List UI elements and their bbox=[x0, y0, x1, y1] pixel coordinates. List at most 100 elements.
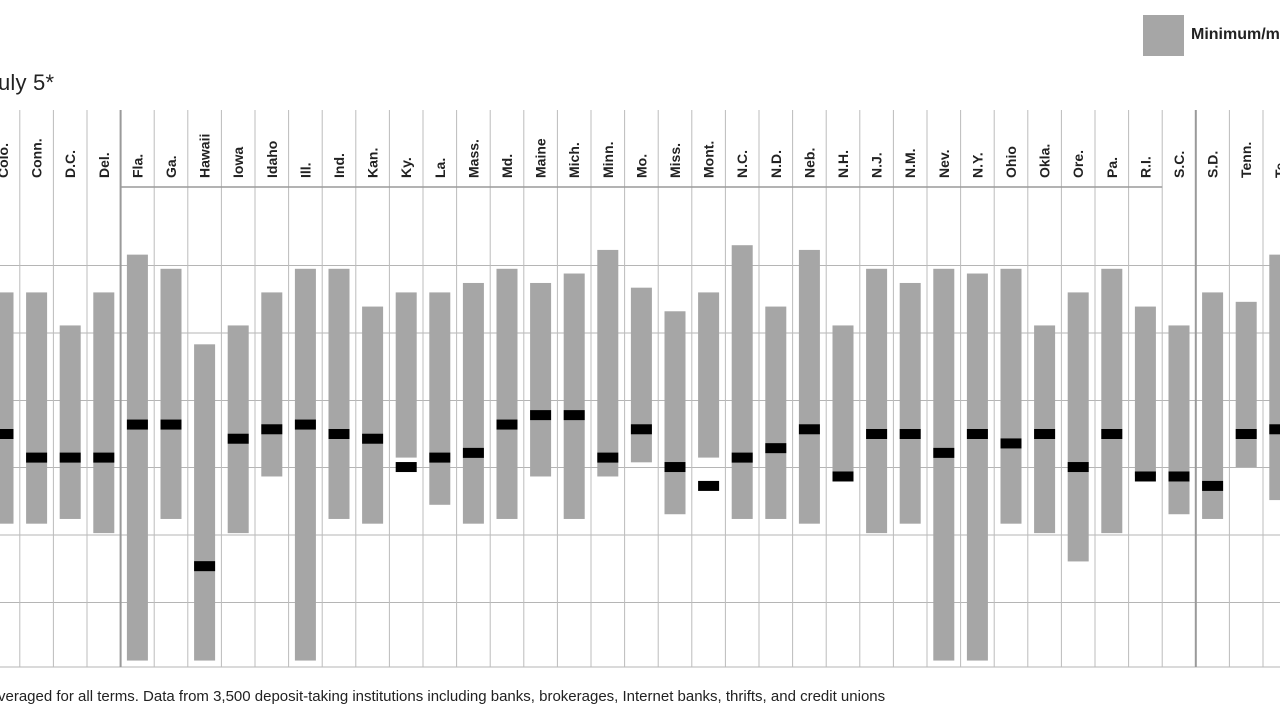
mean-marker-neb bbox=[798, 424, 820, 435]
range-bar-sd bbox=[1202, 292, 1224, 519]
mean-marker-miss bbox=[664, 462, 686, 473]
range-bar-conn bbox=[26, 292, 48, 524]
mean-marker-del bbox=[93, 452, 115, 463]
range-bar-del bbox=[93, 292, 115, 534]
range-bar-ill bbox=[294, 268, 316, 661]
tick-label: Ohio bbox=[1003, 146, 1019, 178]
mean-marker-mich bbox=[563, 410, 585, 421]
mean-marker-md bbox=[496, 419, 518, 430]
tick-label: N.Y. bbox=[969, 152, 985, 178]
tick-label: Kan. bbox=[365, 148, 381, 178]
mean-marker-ohio bbox=[1000, 438, 1022, 449]
tick-label: Ill. bbox=[297, 162, 313, 178]
mean-marker-nh bbox=[832, 471, 854, 482]
chart-subtitle: uly 5* bbox=[0, 70, 55, 95]
tick-label: Iowa bbox=[230, 147, 246, 178]
range-bar-dc bbox=[59, 325, 81, 519]
range-bar-tenn bbox=[1235, 301, 1257, 468]
tick-label: Hawaii bbox=[197, 134, 213, 178]
mean-marker-nm bbox=[899, 429, 921, 439]
range-bar-kan bbox=[362, 306, 384, 524]
mean-marker-nj bbox=[866, 429, 888, 439]
range-bar-nd bbox=[765, 306, 787, 519]
mean-marker-minn bbox=[597, 452, 619, 463]
tick-label: Ore. bbox=[1070, 150, 1086, 178]
tick-label: D.C. bbox=[62, 150, 78, 178]
tick-label: Colo. bbox=[0, 143, 11, 178]
mean-marker-maine bbox=[530, 410, 552, 421]
mean-marker-ore bbox=[1067, 462, 1089, 473]
range-bar-colo bbox=[0, 292, 14, 524]
mean-marker-sd bbox=[1202, 480, 1224, 491]
mean-marker-kan bbox=[362, 433, 384, 444]
tick-label: La. bbox=[432, 158, 448, 178]
tick-label: Mich. bbox=[566, 142, 582, 178]
range-bar-neb bbox=[798, 249, 820, 524]
tick-label: Maine bbox=[533, 138, 549, 178]
bar-layer bbox=[0, 245, 1280, 661]
range-bar-ri bbox=[1134, 306, 1156, 477]
range-bar-te bbox=[1269, 254, 1280, 501]
range-bar-sc bbox=[1168, 325, 1190, 515]
legend-label: Minimum/m bbox=[1191, 26, 1280, 43]
tick-label: Del. bbox=[96, 152, 112, 178]
range-bar-miss bbox=[664, 311, 686, 515]
tick-label: Mont. bbox=[701, 141, 717, 178]
tick-label: Mass. bbox=[465, 139, 481, 178]
mean-marker-la bbox=[429, 452, 451, 463]
mean-marker-colo bbox=[0, 429, 14, 439]
mean-marker-ny bbox=[966, 429, 988, 439]
tick-label: Minn. bbox=[600, 141, 616, 178]
mean-marker-tenn bbox=[1235, 429, 1257, 439]
mean-marker-te bbox=[1269, 424, 1280, 435]
tick-label: Pa. bbox=[1104, 157, 1120, 178]
range-bar-hawaii bbox=[194, 344, 216, 661]
range-bar-nev bbox=[933, 268, 955, 661]
range-bar-ind bbox=[328, 268, 350, 519]
mean-marker-hawaii bbox=[194, 561, 216, 572]
tick-label: N.J. bbox=[869, 152, 885, 178]
range-bar-mont bbox=[698, 292, 720, 458]
mean-marker-mont bbox=[698, 480, 720, 491]
range-bar-nj bbox=[866, 268, 888, 534]
tick-label: N.D. bbox=[768, 150, 784, 178]
tick-label: Nev. bbox=[936, 149, 952, 178]
mean-marker-ga bbox=[160, 419, 182, 430]
tick-label: Fla. bbox=[129, 154, 145, 178]
tick-label: Miss. bbox=[667, 143, 683, 178]
mean-marker-conn bbox=[26, 452, 48, 463]
tick-label: R.I. bbox=[1137, 156, 1153, 178]
mean-marker-idaho bbox=[261, 424, 283, 435]
range-bar-md bbox=[496, 268, 518, 519]
tick-label: Conn. bbox=[29, 138, 45, 178]
range-bar-la bbox=[429, 292, 451, 505]
tick-label: S.D. bbox=[1205, 151, 1221, 178]
mean-marker-nev bbox=[933, 447, 955, 458]
mean-marker-nd bbox=[765, 443, 787, 454]
tick-label: Md. bbox=[499, 154, 515, 178]
range-bar-fla bbox=[126, 254, 148, 661]
range-bar-mo bbox=[630, 287, 652, 463]
chart-footnote: veraged for all terms. Data from 3,500 d… bbox=[0, 688, 886, 705]
mean-marker-sc bbox=[1168, 471, 1190, 482]
range-bar-minn bbox=[597, 249, 619, 477]
label-layer: Colo. Conn. D.C. Del. Fla. Ga. Hawaii Iowa Idaho… bbox=[0, 134, 1280, 178]
range-bar-mass bbox=[462, 282, 484, 524]
range-bar-mich bbox=[563, 273, 585, 519]
range-bar-iowa bbox=[227, 325, 249, 534]
tick-label: N.M. bbox=[902, 148, 918, 178]
tick-label: N.C. bbox=[734, 150, 750, 178]
range-bar-ga bbox=[160, 268, 182, 519]
range-bar-maine bbox=[530, 282, 552, 477]
mean-marker-mass bbox=[462, 447, 484, 458]
range-bar-nh bbox=[832, 325, 854, 482]
mean-marker-ky bbox=[395, 462, 417, 473]
legend-swatch bbox=[1143, 15, 1184, 56]
tick-label: Neb. bbox=[801, 148, 817, 178]
range-bar-ky bbox=[395, 292, 417, 458]
mean-marker-ind bbox=[328, 429, 350, 439]
tick-label: Tenn. bbox=[1238, 142, 1254, 178]
range-bar-nm bbox=[899, 282, 921, 524]
range-bar-ore bbox=[1067, 292, 1089, 562]
